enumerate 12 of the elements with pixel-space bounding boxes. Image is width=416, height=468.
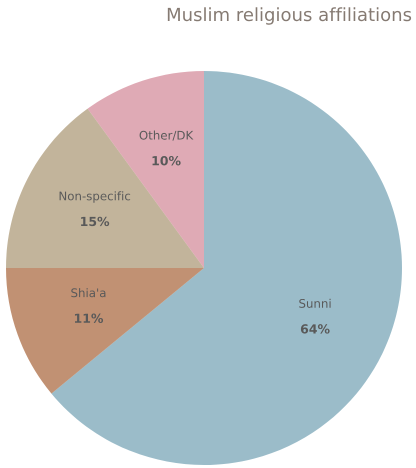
pie-slice — [51, 71, 402, 465]
pie-slice — [6, 108, 204, 268]
pie-slice — [6, 268, 204, 394]
slice-label: Non-specific — [60, 191, 130, 203]
slice-label: Other/DK — [140, 130, 194, 141]
slice-label: Sunni — [299, 298, 331, 308]
data-label: 10% — [152, 156, 181, 166]
data-label: 15% — [81, 216, 110, 226]
data-label: 64% — [300, 324, 330, 334]
slice-label: Shia'a — [71, 288, 106, 298]
chart-title: Muslim religious affiliations — [168, 7, 412, 25]
data-label: 11% — [74, 314, 104, 323]
